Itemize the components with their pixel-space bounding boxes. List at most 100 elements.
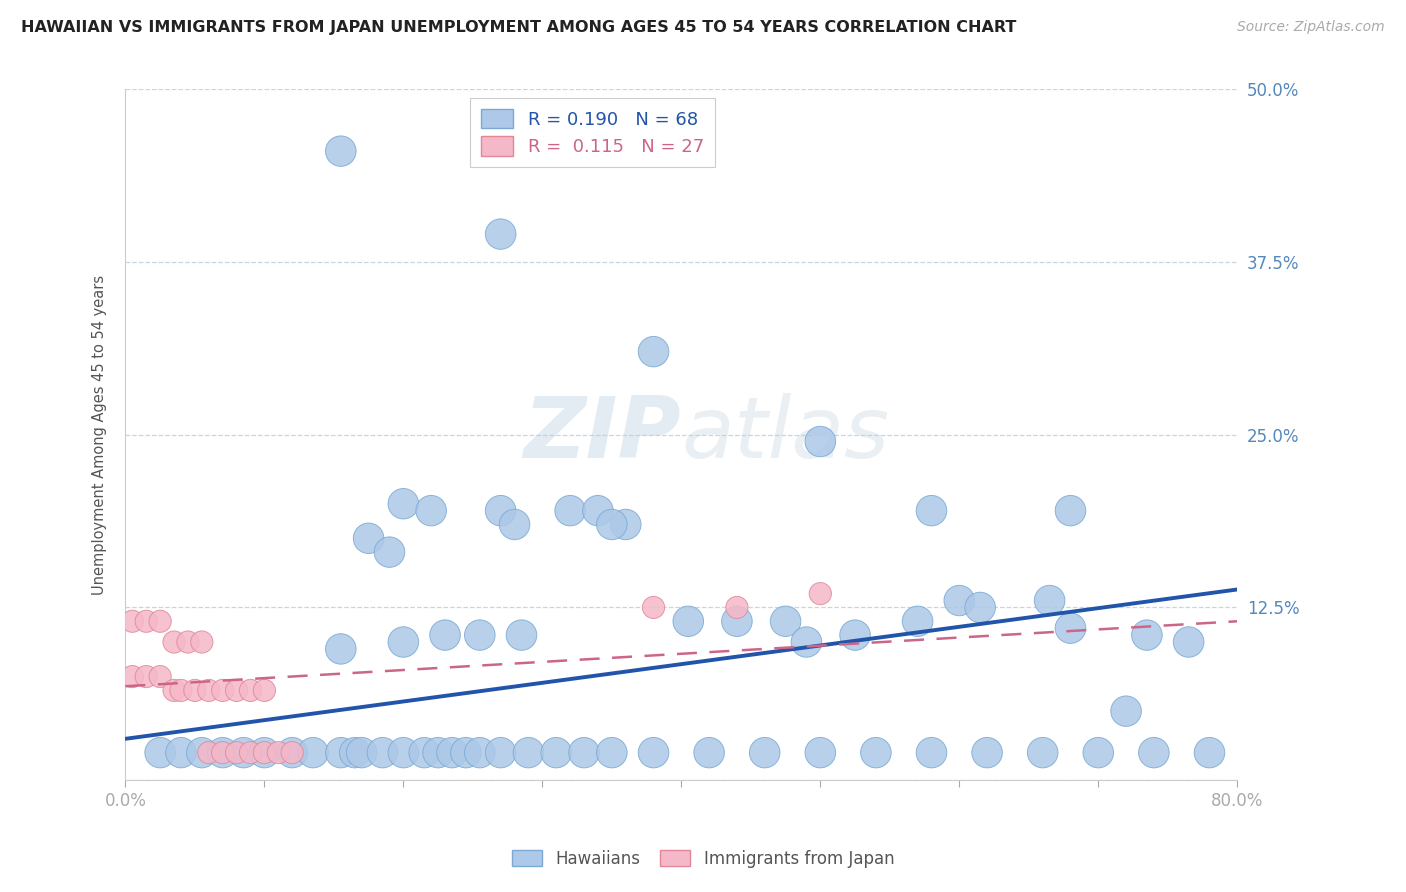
Ellipse shape bbox=[638, 336, 669, 367]
Ellipse shape bbox=[211, 741, 233, 764]
Ellipse shape bbox=[513, 738, 544, 768]
Ellipse shape bbox=[135, 610, 157, 632]
Ellipse shape bbox=[239, 741, 262, 764]
Ellipse shape bbox=[638, 738, 669, 768]
Ellipse shape bbox=[121, 665, 143, 688]
Ellipse shape bbox=[596, 509, 627, 540]
Ellipse shape bbox=[374, 537, 405, 567]
Ellipse shape bbox=[806, 426, 835, 457]
Ellipse shape bbox=[770, 606, 801, 637]
Ellipse shape bbox=[1054, 495, 1085, 526]
Ellipse shape bbox=[450, 738, 481, 768]
Ellipse shape bbox=[163, 631, 186, 653]
Ellipse shape bbox=[388, 489, 419, 519]
Ellipse shape bbox=[917, 495, 946, 526]
Ellipse shape bbox=[326, 738, 356, 768]
Ellipse shape bbox=[1083, 738, 1114, 768]
Text: HAWAIIAN VS IMMIGRANTS FROM JAPAN UNEMPLOYMENT AMONG AGES 45 TO 54 YEARS CORRELA: HAWAIIAN VS IMMIGRANTS FROM JAPAN UNEMPL… bbox=[21, 20, 1017, 35]
Ellipse shape bbox=[810, 582, 831, 605]
Ellipse shape bbox=[170, 680, 193, 701]
Ellipse shape bbox=[211, 680, 233, 701]
Ellipse shape bbox=[166, 738, 197, 768]
Ellipse shape bbox=[249, 738, 280, 768]
Ellipse shape bbox=[1139, 738, 1170, 768]
Ellipse shape bbox=[353, 523, 384, 554]
Ellipse shape bbox=[198, 680, 219, 701]
Ellipse shape bbox=[972, 738, 1002, 768]
Ellipse shape bbox=[839, 620, 870, 650]
Ellipse shape bbox=[135, 665, 157, 688]
Ellipse shape bbox=[121, 610, 143, 632]
Ellipse shape bbox=[281, 741, 304, 764]
Ellipse shape bbox=[253, 741, 276, 764]
Ellipse shape bbox=[917, 738, 946, 768]
Ellipse shape bbox=[225, 741, 247, 764]
Ellipse shape bbox=[149, 665, 172, 688]
Ellipse shape bbox=[506, 620, 537, 650]
Ellipse shape bbox=[326, 633, 356, 665]
Ellipse shape bbox=[267, 741, 290, 764]
Ellipse shape bbox=[184, 680, 207, 701]
Ellipse shape bbox=[499, 509, 530, 540]
Ellipse shape bbox=[277, 738, 308, 768]
Ellipse shape bbox=[903, 606, 934, 637]
Ellipse shape bbox=[569, 738, 599, 768]
Ellipse shape bbox=[346, 738, 377, 768]
Ellipse shape bbox=[541, 738, 571, 768]
Ellipse shape bbox=[673, 606, 703, 637]
Ellipse shape bbox=[693, 738, 724, 768]
Ellipse shape bbox=[409, 738, 440, 768]
Ellipse shape bbox=[388, 627, 419, 657]
Ellipse shape bbox=[326, 136, 356, 166]
Ellipse shape bbox=[388, 738, 419, 768]
Ellipse shape bbox=[943, 585, 974, 615]
Ellipse shape bbox=[239, 680, 262, 701]
Ellipse shape bbox=[1111, 696, 1142, 726]
Ellipse shape bbox=[965, 592, 995, 623]
Ellipse shape bbox=[298, 738, 329, 768]
Ellipse shape bbox=[339, 738, 370, 768]
Ellipse shape bbox=[1174, 627, 1204, 657]
Ellipse shape bbox=[145, 738, 176, 768]
Ellipse shape bbox=[485, 219, 516, 249]
Legend: R = 0.190   N = 68, R =  0.115   N = 27: R = 0.190 N = 68, R = 0.115 N = 27 bbox=[470, 98, 714, 167]
Ellipse shape bbox=[163, 680, 186, 701]
Ellipse shape bbox=[1028, 738, 1057, 768]
Ellipse shape bbox=[806, 738, 835, 768]
Text: atlas: atlas bbox=[682, 393, 890, 476]
Ellipse shape bbox=[1035, 585, 1064, 615]
Ellipse shape bbox=[437, 738, 467, 768]
Ellipse shape bbox=[725, 597, 748, 618]
Ellipse shape bbox=[596, 738, 627, 768]
Ellipse shape bbox=[187, 738, 217, 768]
Ellipse shape bbox=[610, 509, 641, 540]
Ellipse shape bbox=[253, 680, 276, 701]
Ellipse shape bbox=[464, 620, 495, 650]
Ellipse shape bbox=[485, 495, 516, 526]
Ellipse shape bbox=[198, 741, 219, 764]
Ellipse shape bbox=[177, 631, 200, 653]
Ellipse shape bbox=[1194, 738, 1225, 768]
Ellipse shape bbox=[749, 738, 780, 768]
Ellipse shape bbox=[149, 610, 172, 632]
Ellipse shape bbox=[208, 738, 238, 768]
Ellipse shape bbox=[485, 738, 516, 768]
Ellipse shape bbox=[191, 631, 212, 653]
Text: ZIP: ZIP bbox=[523, 393, 682, 476]
Ellipse shape bbox=[225, 680, 247, 701]
Ellipse shape bbox=[792, 627, 821, 657]
Ellipse shape bbox=[1054, 613, 1085, 643]
Ellipse shape bbox=[416, 495, 447, 526]
Ellipse shape bbox=[430, 620, 460, 650]
Ellipse shape bbox=[643, 597, 665, 618]
Ellipse shape bbox=[367, 738, 398, 768]
Y-axis label: Unemployment Among Ages 45 to 54 years: Unemployment Among Ages 45 to 54 years bbox=[93, 275, 107, 595]
Ellipse shape bbox=[228, 738, 259, 768]
Legend: Hawaiians, Immigrants from Japan: Hawaiians, Immigrants from Japan bbox=[505, 844, 901, 875]
Ellipse shape bbox=[721, 606, 752, 637]
Ellipse shape bbox=[423, 738, 453, 768]
Ellipse shape bbox=[555, 495, 585, 526]
Ellipse shape bbox=[1132, 620, 1163, 650]
Ellipse shape bbox=[464, 738, 495, 768]
Text: Source: ZipAtlas.com: Source: ZipAtlas.com bbox=[1237, 20, 1385, 34]
